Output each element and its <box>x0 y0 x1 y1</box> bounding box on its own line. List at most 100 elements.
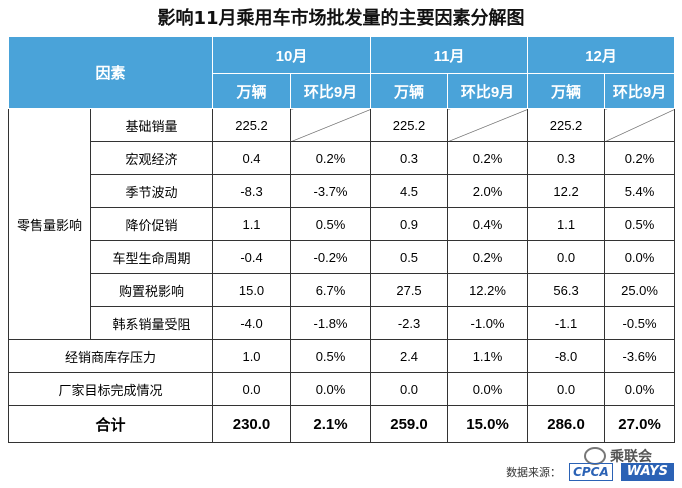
unit-header: 万辆 <box>527 73 606 109</box>
cell-value: -8.3 <box>212 174 292 208</box>
cell-value: -2.3 <box>370 306 449 340</box>
cell-value: -1.1 <box>527 306 606 340</box>
total-value: 286.0 <box>527 405 606 443</box>
table-row: 零售量影响 基础销量 225.2 225.2 225.2 <box>8 108 676 340</box>
factor-header: 因素 <box>7 36 214 109</box>
factor-table: 因素 10月 11月 12月 万辆 环比9月 万辆 环比9月 万辆 环比9月 零… <box>7 36 676 443</box>
cell-percent: -0.5% <box>604 306 676 340</box>
cell-percent: 0.2% <box>604 141 676 175</box>
cell-percent: 0.0% <box>604 240 676 274</box>
cell-value: 0.9 <box>370 207 449 241</box>
total-percent: 2.1% <box>290 405 372 443</box>
cell-empty-diagonal <box>290 108 372 142</box>
cell-empty-diagonal <box>604 108 676 142</box>
cell-value: 225.2 <box>527 108 606 142</box>
cell-percent: 0.5% <box>604 207 676 241</box>
cell-percent: 12.2% <box>447 273 529 307</box>
unit-header: 万辆 <box>212 73 292 109</box>
row-label: 宏观经济 <box>89 141 214 175</box>
row-label: 基础销量 <box>89 108 214 142</box>
cell-value: 1.1 <box>212 207 292 241</box>
table-body: 因素 10月 11月 12月 万辆 环比9月 万辆 环比9月 万辆 环比9月 零… <box>7 36 676 443</box>
cell-value: -4.0 <box>212 306 292 340</box>
cell-percent: -1.0% <box>447 306 529 340</box>
watermark-text: 乘联会 <box>610 449 652 465</box>
cell-value: 0.3 <box>527 141 606 175</box>
cell-percent: 2.0% <box>447 174 529 208</box>
table-row: 宏观经济 0.4 0.2% 0.3 0.2% 0.3 0.2% <box>9 141 676 175</box>
cell-percent: 0.0% <box>604 372 676 406</box>
ways-logo: WAYS <box>620 463 674 481</box>
table-row: 经销商库存压力 1.0 0.5% 2.4 1.1% -8.0 -3.6% <box>7 339 676 373</box>
mom-header: 环比9月 <box>447 73 529 109</box>
cell-percent: 0.4% <box>447 207 529 241</box>
cell-value: 1.0 <box>212 339 292 373</box>
page-title: 影响11月乘用车市场批发量的主要因素分解图 <box>157 8 525 29</box>
cell-percent: 6.7% <box>290 273 372 307</box>
cell-percent: -3.7% <box>290 174 372 208</box>
total-value: 259.0 <box>370 405 449 443</box>
table-row: 厂家目标完成情况 0.0 0.0% 0.0 0.0% 0.0 0.0% <box>7 372 676 406</box>
cell-percent: -0.2% <box>290 240 372 274</box>
cell-percent: 5.4% <box>604 174 676 208</box>
cell-percent: 0.0% <box>447 372 529 406</box>
cell-value: 0.0 <box>370 372 449 406</box>
total-label: 合计 <box>7 405 214 443</box>
cell-percent: 1.1% <box>447 339 529 373</box>
month-header-dec: 12月 <box>527 36 676 74</box>
cell-value: 15.0 <box>212 273 292 307</box>
source-label: 数据来源： <box>506 466 562 479</box>
table-row: 韩系销量受阻 -4.0 -1.8% -2.3 -1.0% -1.1 -0.5% <box>9 306 676 340</box>
total-value: 230.0 <box>212 405 292 443</box>
cell-value: 0.0 <box>212 372 292 406</box>
header-row-months: 因素 10月 11月 12月 <box>7 36 676 109</box>
total-row: 合计 230.0 2.1% 259.0 15.0% 286.0 27.0% <box>7 405 676 443</box>
row-label: 厂家目标完成情况 <box>7 372 214 406</box>
cell-percent: 25.0% <box>604 273 676 307</box>
cell-value: -8.0 <box>527 339 606 373</box>
row-label: 韩系销量受阻 <box>89 306 214 340</box>
row-label: 降价促销 <box>89 207 214 241</box>
source-footer: 数据来源： CPCA WAYS <box>506 458 674 486</box>
total-percent: 15.0% <box>447 405 529 443</box>
cell-value: 0.0 <box>527 240 606 274</box>
cell-value: 0.5 <box>370 240 449 274</box>
cell-empty-diagonal <box>447 108 529 142</box>
table-row: 季节波动 -8.3 -3.7% 4.5 2.0% 12.2 5.4% <box>9 174 676 208</box>
cell-value: 225.2 <box>212 108 292 142</box>
cell-percent: 0.5% <box>290 339 372 373</box>
table-row: 降价促销 1.1 0.5% 0.9 0.4% 1.1 0.5% <box>9 207 676 241</box>
cell-percent: 0.2% <box>447 141 529 175</box>
group-label-retail: 零售量影响 <box>8 108 91 340</box>
cell-percent: 0.0% <box>290 372 372 406</box>
unit-header: 万辆 <box>370 73 449 109</box>
mom-header: 环比9月 <box>290 73 372 109</box>
row-label: 经销商库存压力 <box>7 339 214 373</box>
cell-value: 4.5 <box>370 174 449 208</box>
cell-value: 225.2 <box>370 108 449 142</box>
cell-percent: 0.2% <box>447 240 529 274</box>
cell-percent: 0.5% <box>290 207 372 241</box>
cell-value: 0.4 <box>212 141 292 175</box>
row-label: 车型生命周期 <box>89 240 214 274</box>
total-percent: 27.0% <box>604 405 676 443</box>
watermark: 乘联会 <box>584 446 652 466</box>
month-header-nov: 11月 <box>370 36 529 74</box>
cpca-logo: CPCA <box>569 463 613 481</box>
cell-value: 27.5 <box>370 273 449 307</box>
month-header-oct: 10月 <box>212 36 372 74</box>
cell-percent: 0.2% <box>290 141 372 175</box>
cell-value: 0.0 <box>527 372 606 406</box>
table-row: 车型生命周期 -0.4 -0.2% 0.5 0.2% 0.0 0.0% <box>9 240 676 274</box>
cell-percent: -1.8% <box>290 306 372 340</box>
row-label: 季节波动 <box>89 174 214 208</box>
cell-value: 0.3 <box>370 141 449 175</box>
cell-value: 1.1 <box>527 207 606 241</box>
cell-value: 12.2 <box>527 174 606 208</box>
header-row-units: 万辆 环比9月 万辆 环比9月 万辆 环比9月 <box>9 73 676 109</box>
row-label: 购置税影响 <box>89 273 214 307</box>
cell-percent: -3.6% <box>604 339 676 373</box>
table-row: 购置税影响 15.0 6.7% 27.5 12.2% 56.3 25.0% <box>9 273 676 307</box>
mom-header: 环比9月 <box>604 73 676 109</box>
cell-value: 56.3 <box>527 273 606 307</box>
